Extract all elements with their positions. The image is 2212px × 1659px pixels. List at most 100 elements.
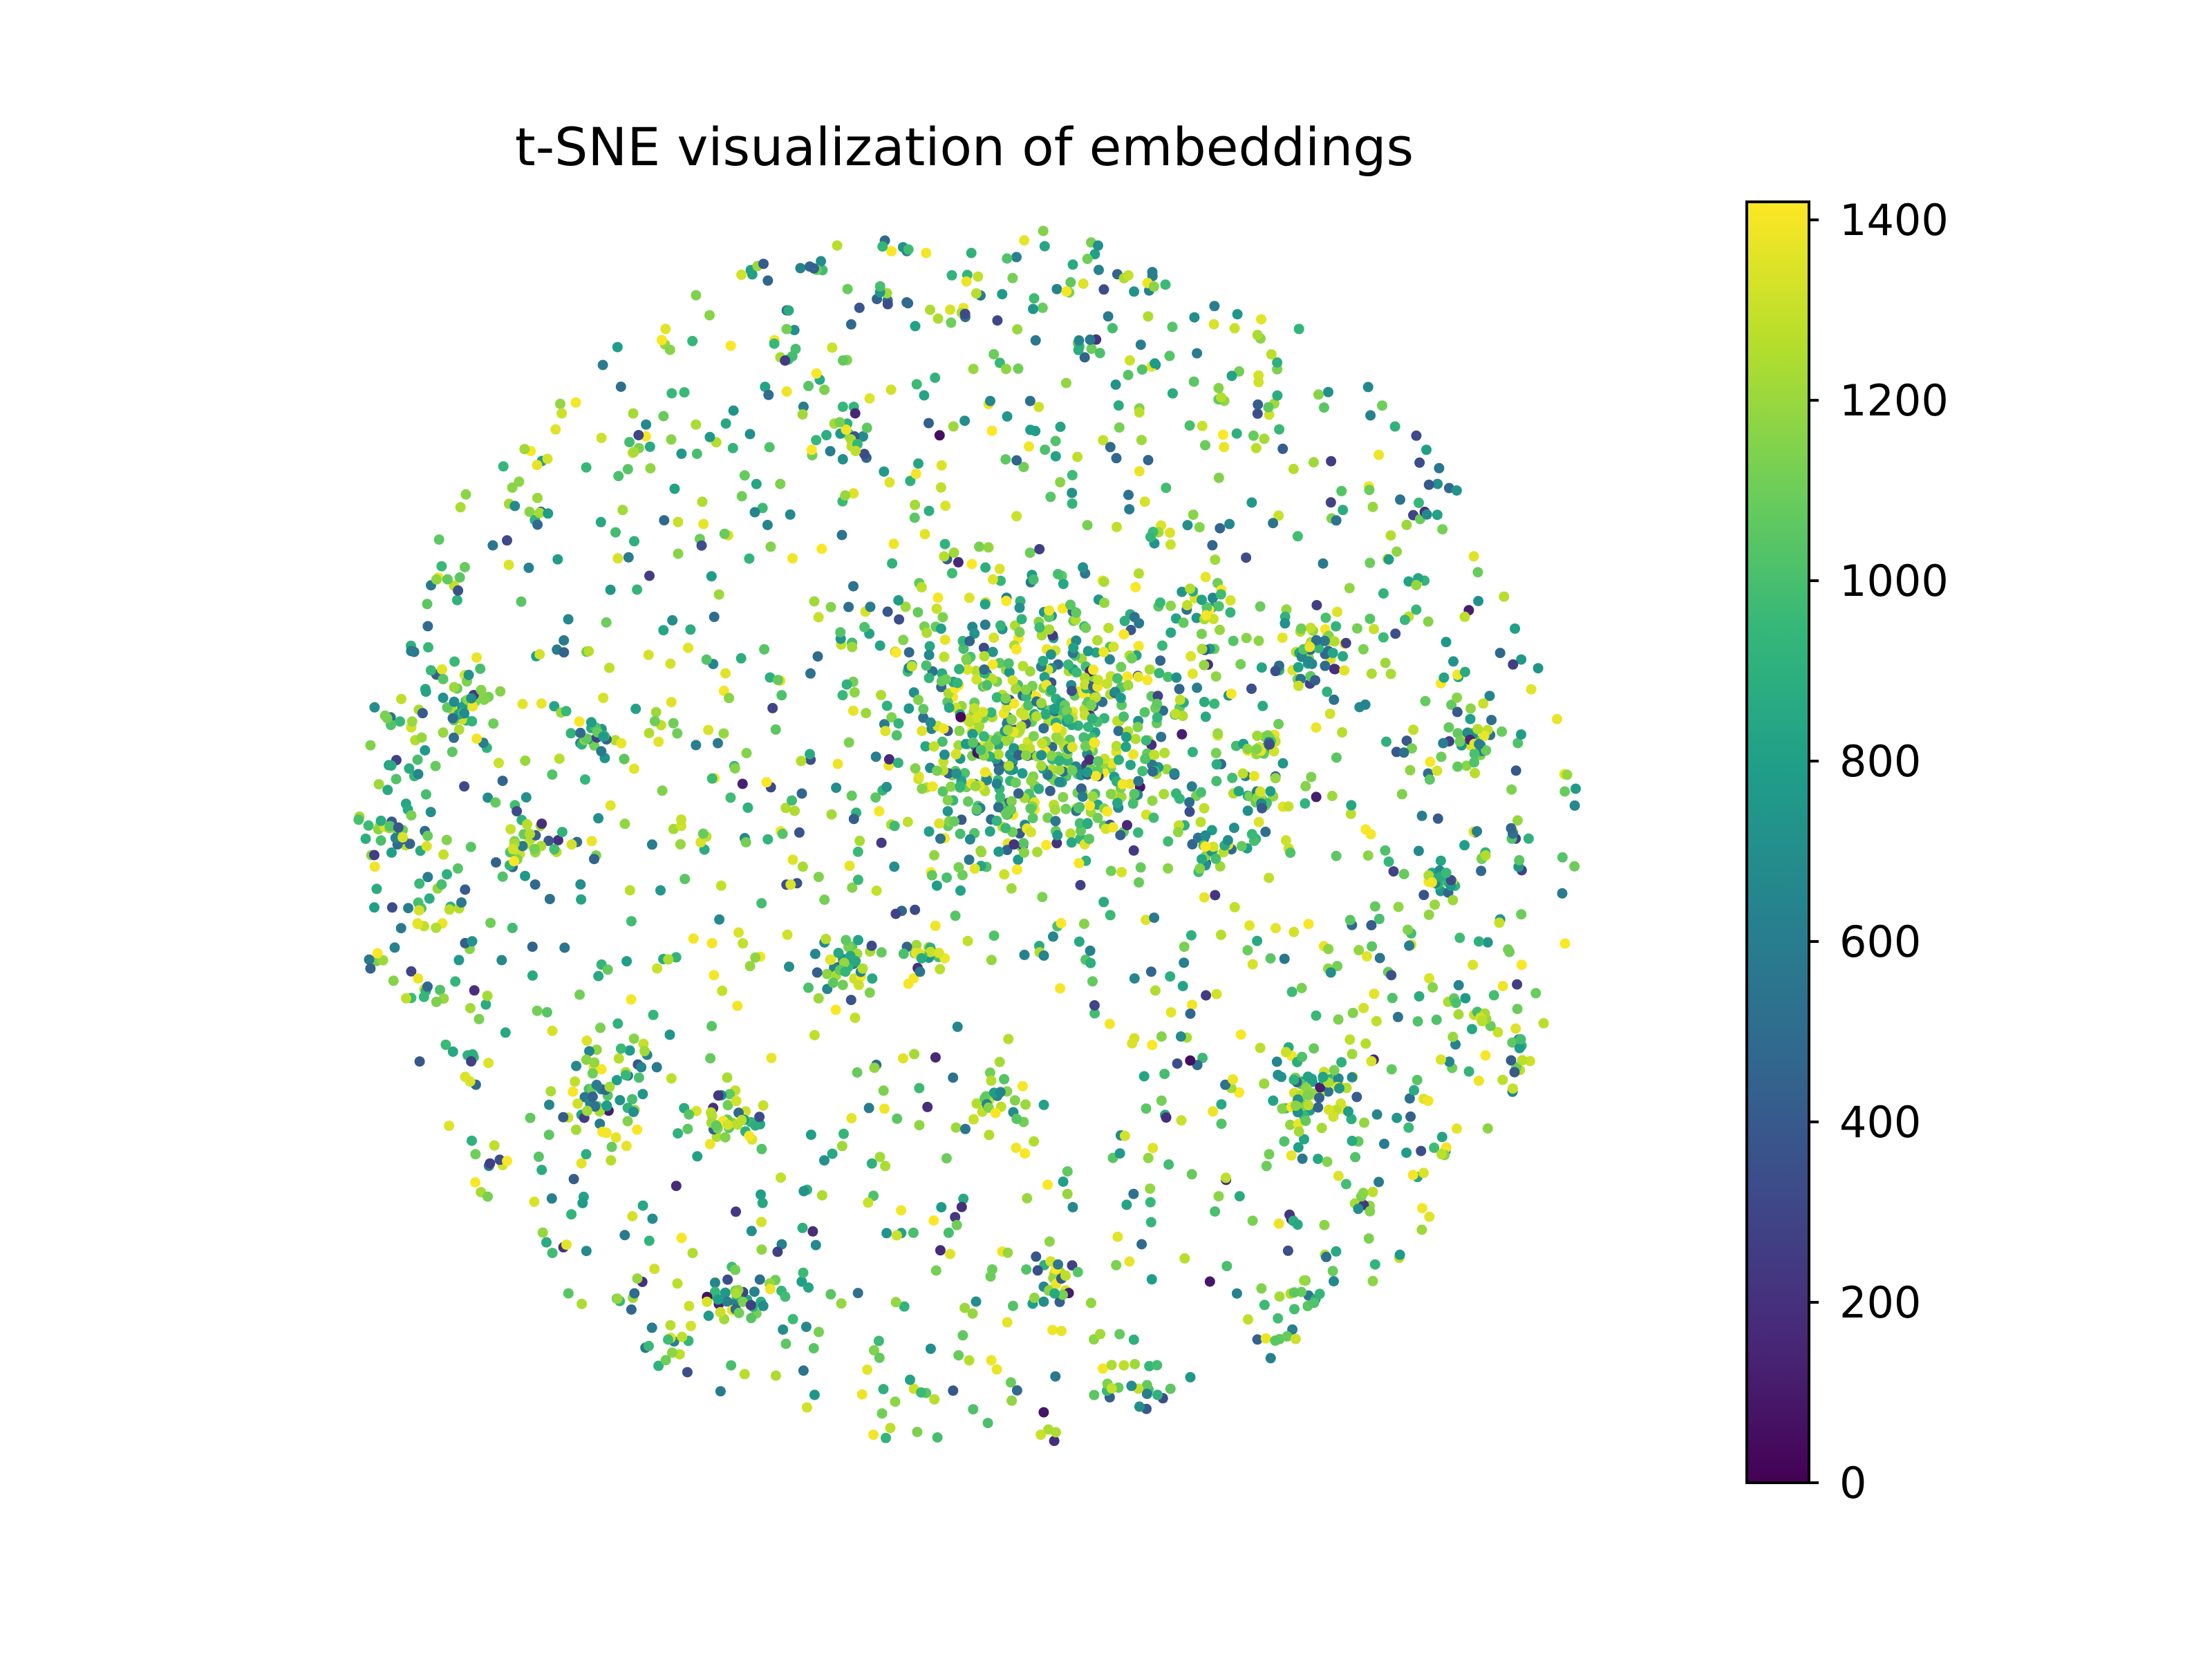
scatter-point xyxy=(1082,646,1094,657)
scatter-point xyxy=(1028,303,1038,315)
scatter-point xyxy=(575,727,586,738)
scatter-point xyxy=(1465,713,1476,724)
scatter-point xyxy=(1011,511,1022,522)
scatter-point xyxy=(1252,935,1263,946)
scatter-point xyxy=(967,729,978,740)
scatter-point xyxy=(713,1294,724,1305)
scatter-point xyxy=(1472,826,1483,837)
scatter-point xyxy=(453,585,464,596)
scatter-point xyxy=(986,1355,997,1366)
scatter-point xyxy=(395,716,406,727)
scatter-point xyxy=(1025,803,1036,814)
scatter-point xyxy=(1053,765,1065,776)
scatter-point xyxy=(1004,667,1015,677)
scatter-point xyxy=(1516,729,1526,740)
scatter-point xyxy=(946,568,957,579)
scatter-point xyxy=(1399,615,1410,626)
scatter-point xyxy=(1199,659,1210,671)
scatter-point xyxy=(1299,1134,1309,1145)
scatter-point xyxy=(1074,818,1085,829)
scatter-point xyxy=(1079,352,1090,363)
scatter-point xyxy=(465,841,476,852)
scatter-point xyxy=(1474,739,1485,749)
scatter-point xyxy=(1098,435,1109,446)
scatter-point xyxy=(948,547,959,558)
scatter-point xyxy=(868,1430,879,1441)
scatter-point xyxy=(971,804,982,815)
scatter-point xyxy=(881,782,892,792)
scatter-point xyxy=(1363,1233,1374,1244)
scatter-point xyxy=(542,453,553,465)
scatter-point xyxy=(946,781,957,792)
scatter-point xyxy=(1482,1123,1493,1134)
scatter-point xyxy=(789,325,800,335)
scatter-point xyxy=(987,659,998,670)
scatter-point xyxy=(682,1123,693,1134)
scatter-point xyxy=(581,462,592,473)
scatter-point xyxy=(403,903,414,914)
scatter-point xyxy=(812,967,823,978)
scatter-point xyxy=(559,635,570,646)
scatter-point xyxy=(763,389,774,400)
scatter-point xyxy=(1000,454,1011,465)
scatter-point xyxy=(742,802,753,813)
scatter-point xyxy=(664,1029,675,1040)
scatter-point xyxy=(967,1308,978,1319)
scatter-point xyxy=(704,1138,715,1150)
scatter-point xyxy=(891,647,901,658)
scatter-point xyxy=(953,862,964,873)
scatter-point xyxy=(1253,635,1264,646)
scatter-point xyxy=(597,359,608,371)
scatter-point xyxy=(858,431,868,442)
scatter-point xyxy=(784,962,794,972)
scatter-point xyxy=(613,1053,624,1064)
scatter-point xyxy=(816,543,827,554)
scatter-point xyxy=(1332,961,1343,972)
scatter-point xyxy=(555,398,565,409)
scatter-point xyxy=(1040,444,1051,456)
scatter-point xyxy=(1089,1000,1100,1011)
scatter-point xyxy=(595,516,606,527)
scatter-point xyxy=(1447,1031,1459,1042)
scatter-point xyxy=(1446,700,1457,711)
scatter-point xyxy=(1213,383,1224,393)
scatter-point xyxy=(1039,672,1050,683)
scatter-point xyxy=(1093,756,1104,767)
scatter-point xyxy=(1367,1275,1378,1286)
scatter-point xyxy=(388,975,399,986)
scatter-point xyxy=(1125,355,1135,366)
scatter-point xyxy=(1165,600,1177,611)
scatter-point xyxy=(372,948,383,959)
scatter-point xyxy=(747,269,758,280)
scatter-point xyxy=(876,690,886,700)
scatter-point xyxy=(995,620,1006,631)
scatter-point xyxy=(395,923,406,934)
scatter-point xyxy=(452,863,463,874)
scatter-point xyxy=(527,941,538,953)
scatter-point xyxy=(1497,726,1508,737)
scatter-point xyxy=(980,562,991,573)
scatter-point xyxy=(1359,1117,1369,1128)
scatter-point xyxy=(1516,654,1527,665)
scatter-point xyxy=(968,737,979,748)
scatter-point xyxy=(1333,1014,1344,1025)
scatter-point xyxy=(789,805,800,816)
scatter-point xyxy=(1454,932,1465,944)
scatter-point xyxy=(1058,1177,1069,1187)
scatter-point xyxy=(596,433,607,443)
scatter-point xyxy=(930,920,941,931)
scatter-point xyxy=(1018,838,1029,849)
scatter-point xyxy=(744,553,755,564)
scatter-point xyxy=(790,344,801,355)
scatter-point xyxy=(420,745,431,756)
scatter-point xyxy=(1014,627,1025,637)
scatter-point xyxy=(570,397,581,408)
scatter-point xyxy=(1242,945,1253,956)
scatter-point xyxy=(1516,959,1527,971)
scatter-point xyxy=(1108,641,1119,653)
scatter-point xyxy=(1460,993,1471,1004)
scatter-point xyxy=(766,1053,777,1063)
scatter-point xyxy=(1071,607,1082,618)
scatter-point xyxy=(1313,643,1324,654)
